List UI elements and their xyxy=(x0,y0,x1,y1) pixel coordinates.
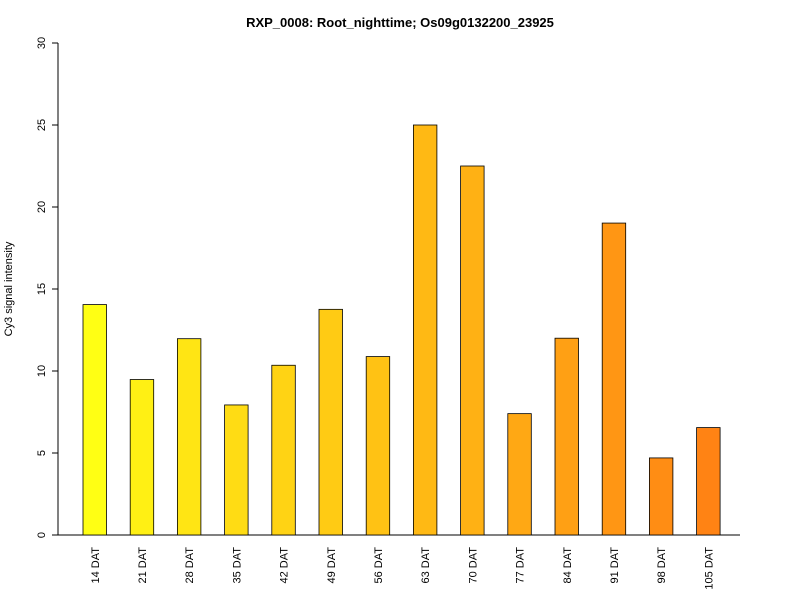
x-tick-label: 77 DAT xyxy=(515,547,527,584)
y-tick-label: 10 xyxy=(36,365,48,377)
x-tick-label: 42 DAT xyxy=(279,547,291,584)
x-tick-label: 28 DAT xyxy=(184,547,196,584)
x-tick-label: 56 DAT xyxy=(373,547,385,584)
y-tick-label: 0 xyxy=(36,532,48,538)
x-tick-label: 21 DAT xyxy=(137,547,149,584)
x-tick-label: 63 DAT xyxy=(420,547,432,584)
y-tick-label: 30 xyxy=(36,37,48,49)
x-tick-label: 14 DAT xyxy=(90,547,102,584)
x-tick-label: 70 DAT xyxy=(467,547,479,584)
y-axis-label: Cy3 signal intensity xyxy=(3,241,15,336)
x-tick-label: 105 DAT xyxy=(703,547,715,590)
bar xyxy=(82,304,107,536)
bar xyxy=(460,165,485,536)
x-tick-label: 49 DAT xyxy=(326,547,338,584)
bar xyxy=(649,457,674,536)
bar xyxy=(696,427,721,536)
bar xyxy=(129,379,155,536)
bar xyxy=(601,222,627,536)
y-tick-label: 15 xyxy=(36,283,48,295)
x-tick-label: 91 DAT xyxy=(609,547,621,584)
chart-title: RXP_0008: Root_nighttime; Os09g0132200_2… xyxy=(246,15,554,30)
bar xyxy=(507,413,532,536)
bar xyxy=(554,337,579,536)
bar xyxy=(176,338,202,536)
x-axis: 14 DAT 21 DAT 28 DAT 35 DAT 42 DAT 49 DAT 56 D… xyxy=(58,534,740,590)
y-tick-label: 20 xyxy=(36,201,48,213)
x-tick-label: 84 DAT xyxy=(562,547,574,584)
y-tick-label: 25 xyxy=(36,119,48,131)
bar xyxy=(365,356,391,536)
bars-group xyxy=(82,124,721,536)
bar xyxy=(271,364,296,536)
x-tick-label: 98 DAT xyxy=(656,547,668,584)
x-tick-label: 35 DAT xyxy=(231,547,243,584)
y-axis: 0 5 10 15 20 25 30 xyxy=(36,37,59,538)
bar xyxy=(318,308,343,536)
y-tick-label: 5 xyxy=(36,450,48,456)
bar xyxy=(224,404,249,536)
bar xyxy=(412,124,438,536)
